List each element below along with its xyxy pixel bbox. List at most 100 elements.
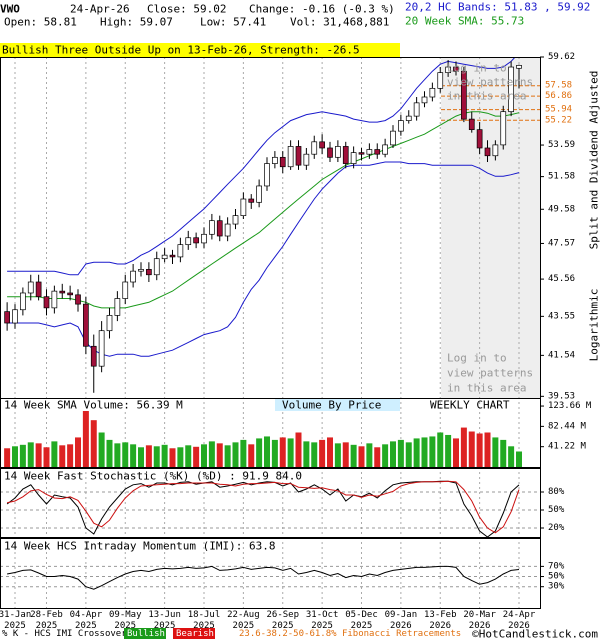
candle-body (303, 153, 310, 166)
candle-body (413, 102, 420, 117)
volume-bar (358, 446, 365, 467)
close: Close: 59.02 (147, 3, 226, 16)
x-tick-label: 26-Sep 2025 (266, 610, 299, 631)
volume-bar (67, 444, 74, 467)
volume-bar (248, 444, 255, 467)
candle-body (216, 220, 223, 237)
volume-bar (397, 439, 404, 467)
candle-body (75, 294, 81, 305)
candle-body (295, 146, 302, 166)
symbol: VWO (0, 3, 20, 16)
candle-body (248, 198, 255, 203)
volume-bar (122, 442, 129, 467)
candle-body (437, 72, 444, 89)
volume-bar (35, 443, 42, 467)
volume-bar (295, 432, 302, 467)
y-tick-label: 123.66 M (548, 401, 592, 411)
candle-body (335, 146, 341, 158)
volume-bar (374, 447, 381, 467)
volume-bar (500, 439, 507, 467)
candle-body (484, 147, 491, 157)
y-tick-label: 45.56 (548, 274, 575, 284)
volume-bar (279, 437, 286, 467)
volume-bar (208, 441, 215, 467)
y-tick-label: 30% (548, 582, 565, 592)
candle-body (429, 87, 436, 98)
annotation: Log in to (447, 62, 507, 75)
bands-legend: 20,2 HC Bands: 51.83 , 59.92 (405, 1, 590, 14)
footer-fibonacci: 23.6-38.2-50-61.8% Fibonacci Retracement… (239, 629, 461, 639)
candle-body (185, 237, 192, 246)
candle-body (508, 66, 514, 113)
candle-body (240, 198, 247, 216)
candle-body (500, 111, 507, 146)
fibonacci-label: 55.94 (545, 105, 572, 115)
volume-bar (516, 451, 522, 467)
series-line (7, 565, 520, 590)
candle-body (106, 315, 113, 332)
annotation: view patterns (447, 76, 533, 89)
x-tick-label: 31-Jan 2025 (0, 610, 31, 631)
fibonacci-label: 57.58 (545, 81, 572, 91)
candle-body (169, 254, 176, 258)
x-tick-label: 31-Oct 2025 (306, 610, 339, 631)
volume-bar (366, 443, 373, 467)
series-line (7, 57, 516, 276)
volume-bar (75, 437, 81, 467)
title-bg (1, 400, 201, 411)
candle-body (366, 149, 373, 155)
volume-bar (90, 420, 97, 467)
volume-bar (476, 433, 483, 467)
x-tick-label: 13-Jun 2025 (148, 610, 181, 631)
series-line (7, 111, 520, 309)
candle-body (153, 258, 160, 276)
annotation: in this area (447, 90, 526, 103)
panel-subtitle: Volume By Price (282, 399, 381, 412)
y-tick-label: 47.57 (548, 238, 575, 248)
candle-body (59, 290, 66, 294)
volume-bar (445, 434, 452, 467)
annotation: view patterns (447, 367, 533, 380)
footer-bullish: Bullish (127, 629, 165, 639)
series-line (6, 480, 520, 534)
candle-body (342, 146, 349, 164)
y-tick-label: 70% (548, 561, 565, 571)
x-tick-label: 24-Apr 2026 (503, 610, 536, 631)
candle-body (122, 281, 129, 299)
volume-bar (51, 441, 58, 467)
candle-body (272, 156, 278, 164)
volume-bar (303, 441, 310, 467)
annotation: in this area (447, 382, 526, 395)
y-tick-label: 59.62 (548, 52, 575, 62)
volume-bar (161, 444, 168, 467)
candle-body (405, 115, 412, 121)
candle-body (114, 298, 121, 316)
y-tick-label: 20% (548, 523, 565, 533)
y-tick-label: 41.54 (548, 350, 575, 360)
candle-body (138, 269, 144, 272)
y-tick-label: 80% (548, 487, 565, 497)
candle-body (27, 281, 34, 294)
annotation: Log in to (447, 352, 507, 365)
candle-body (161, 254, 168, 260)
stochastic-frame (0, 468, 541, 538)
x-tick-label: 13-Feb 2026 (424, 610, 457, 631)
y-tick-label: 49.58 (548, 204, 575, 214)
volume-bar (145, 445, 152, 467)
candle-body (51, 290, 58, 309)
candle-body (193, 237, 199, 244)
x-tick-label: 18-Jul 2025 (188, 610, 221, 631)
footer-crossover: % K - HCS IMI Crossover, (2, 629, 132, 639)
candle-body (67, 292, 73, 296)
volume-bar (185, 445, 192, 467)
volume-bar (153, 446, 160, 467)
candle-body (287, 146, 294, 168)
volume-bar (460, 427, 467, 467)
volume-bar (413, 438, 420, 467)
candle-body (90, 345, 97, 367)
candle-body (130, 270, 136, 283)
candle-body (224, 223, 231, 237)
candle-body (398, 120, 404, 132)
x-tick-label: 09-May 2025 (109, 610, 142, 631)
volume-bar (421, 437, 428, 467)
